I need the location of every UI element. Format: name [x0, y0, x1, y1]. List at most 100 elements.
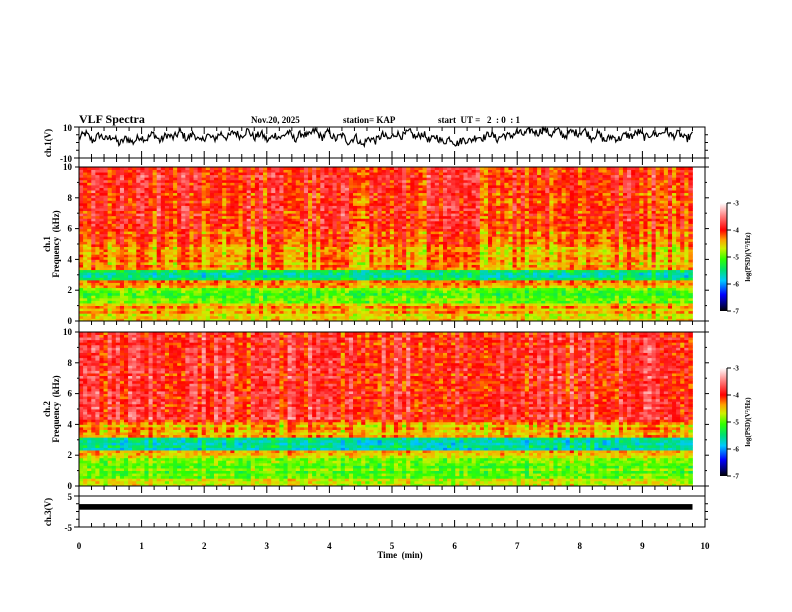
ch1-spectrogram-cell [577, 279, 583, 283]
ch1-spectrogram-cell [500, 285, 505, 289]
ch1-spectrogram-cell [598, 244, 603, 247]
ch1-spectrogram-cell [643, 264, 648, 268]
ch1-spectrogram-cell [573, 315, 579, 319]
ch1-spectrogram-cell [119, 246, 125, 250]
ch1-spectrogram-cell [528, 285, 534, 289]
ch1-spectrogram-cell [385, 269, 391, 273]
ch1-spectrogram-cell [79, 297, 84, 301]
ch1-spectrogram-cell [209, 244, 215, 247]
ch1-spectrogram-cell [663, 297, 669, 301]
ch1-spectrogram-cell [369, 236, 374, 240]
ch1-spectrogram-cell [455, 261, 460, 265]
ch1-spectrogram-cell [226, 244, 231, 247]
ch1-spectrogram-cell [512, 249, 518, 253]
ch1-spectrogram-cell [676, 241, 681, 245]
ch1-spectrogram-cell [639, 269, 644, 273]
ch1-spectrogram-cell [537, 303, 542, 306]
ch1-spectrogram-cell [238, 241, 243, 245]
ch1-spectrogram-cell [688, 285, 693, 289]
ch1-spectrogram-cell [263, 254, 268, 258]
ch1-spectrogram-cell [152, 269, 158, 273]
ch1-spectrogram-cell [267, 254, 272, 258]
ch1-spectrogram-cell [254, 272, 260, 276]
ch1-spectrogram-cell [561, 279, 567, 283]
ch1-spectrogram-cell [168, 295, 174, 299]
ch1-spectrogram-cell [377, 246, 383, 250]
ch1-spectrogram-cell [267, 261, 272, 265]
ch1-spectrogram-cell [557, 295, 562, 299]
ch1-spectrogram-cell [610, 315, 616, 319]
ch1-spectrogram-cell [606, 249, 612, 253]
ch1-spectrogram-cell [438, 274, 444, 278]
ch1-spectrogram-cell [295, 259, 301, 263]
ch1-spectrogram-cell [385, 277, 391, 281]
ch1-spectrogram-cell [487, 285, 493, 289]
ch1-spectrogram-cell [107, 246, 113, 250]
ch1-spectrogram-cell [479, 236, 485, 240]
ch1-spectrogram-cell [316, 279, 321, 283]
ch1-spectrogram-cell [545, 292, 550, 296]
ch1-spectrogram-cell [132, 282, 137, 286]
ch1-spectrogram-cell [222, 264, 227, 268]
ch1-spectrogram-cell [291, 292, 297, 296]
ch1-spectrogram-cell [496, 295, 501, 299]
ch1-spectrogram-cell [414, 272, 419, 276]
ch1-spectrogram-cell [213, 274, 219, 278]
ch1-spectrogram-cell [443, 285, 448, 289]
ch1-spectrogram-cell [508, 313, 513, 317]
ch1-spectrogram-cell [528, 308, 534, 312]
ch1-spectrogram-cell [614, 297, 620, 301]
ch1-spectrogram-cell [83, 279, 88, 283]
ch1-spectrogram-cell [389, 249, 395, 253]
ch1-spectrogram-cell [582, 249, 587, 253]
ch1-spectrogram-cell [434, 308, 440, 312]
ch1-spectrogram-cell [532, 251, 538, 255]
ch1-spectrogram-cell [213, 295, 219, 299]
ch1-spectrogram-cell [541, 246, 546, 250]
ch1-spectrogram-cell [573, 303, 579, 306]
ch1-spectrogram-cell [295, 264, 301, 268]
ch1-spectrogram-cell [545, 264, 550, 268]
ch1-spectrogram-cell [373, 269, 378, 273]
ch1-spectrogram-cell [537, 315, 542, 319]
ch1-spectrogram-cell [471, 251, 477, 255]
ch1-spectrogram-cell [107, 251, 113, 255]
ch1-spectrogram-cell [500, 315, 505, 319]
ch1-spectrogram-cell [201, 303, 207, 306]
ch1-spectrogram-cell [512, 295, 518, 299]
ch1-spectrogram-cell [398, 297, 403, 301]
ch1-spectrogram-cell [418, 279, 423, 283]
ch1-spectrogram-cell [201, 315, 207, 319]
ch1-spectrogram-cell [667, 308, 673, 312]
ch1-spectrogram-cell [553, 256, 558, 260]
ch1-spectrogram-cell [283, 279, 288, 283]
ch1-spectrogram-cell [573, 261, 579, 265]
ch1-spectrogram-cell [344, 282, 350, 286]
ch1-spectrogram-cell [643, 277, 648, 281]
ch1-spectrogram-cell [242, 292, 248, 296]
ch1-spectrogram-cell [553, 249, 558, 253]
ch1-spectrogram-cell [532, 295, 538, 299]
ch1-spectrogram-cell [402, 285, 407, 289]
ch1-spectrogram-cell [344, 292, 350, 296]
ch1-spectrogram-cell [610, 318, 616, 322]
ch1-spectrogram-cell [459, 310, 464, 314]
ch1-spectrogram-cell [504, 244, 509, 247]
ch1-spectrogram-cell [504, 267, 509, 271]
ch1-spectrogram-cell [479, 313, 485, 317]
ch1-spectrogram-cell [201, 244, 207, 247]
ch1-spectrogram-cell [201, 292, 207, 296]
ch1-spectrogram-cell [213, 261, 219, 265]
ch1-spectrogram-cell [189, 300, 194, 304]
ch1-spectrogram-cell [479, 251, 485, 255]
ch1-spectrogram-cell [177, 272, 182, 276]
ch1-spectrogram-cell [173, 313, 178, 317]
ch1-spectrogram-cell [549, 287, 554, 291]
ch1-spectrogram-cell [627, 318, 632, 322]
ch1-spectrogram-cell [504, 295, 509, 299]
ch1-spectrogram-cell [128, 305, 133, 309]
ch1-spectrogram-cell [524, 300, 530, 304]
ch1-spectrogram-cell [569, 238, 575, 242]
ch1-spectrogram-cell [308, 241, 313, 245]
ch1-spectrogram-cell [557, 313, 562, 317]
